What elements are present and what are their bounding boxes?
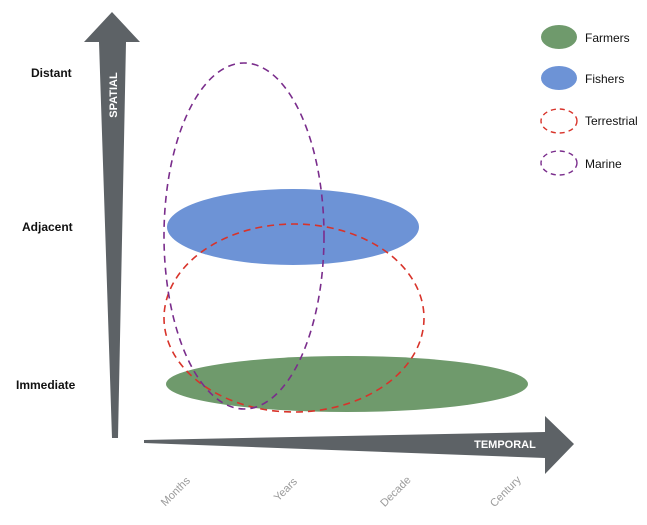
legend-swatch-marine (540, 150, 578, 176)
legend-item-marine: Marine (540, 150, 622, 176)
farmers-region (166, 356, 528, 412)
temporal-level-century: Century (488, 474, 524, 510)
legend-label-marine: Marine (585, 157, 622, 171)
spatial-level-distant: Distant (31, 66, 72, 80)
spatial-arrow-label: SPATIAL (108, 72, 120, 118)
legend: Farmers Fishers Terrestrial Marine (540, 25, 638, 176)
temporal-axis-arrow: TEMPORAL (144, 416, 574, 474)
spatial-axis-arrow: SPATIAL (84, 12, 140, 438)
legend-item-fishers: Fishers (541, 66, 624, 90)
temporal-arrow-label: TEMPORAL (474, 439, 536, 451)
spatial-level-adjacent: Adjacent (22, 220, 73, 234)
temporal-level-decade: Decade (378, 474, 413, 509)
terrestrial-region (163, 223, 425, 413)
legend-label-terrestrial: Terrestrial (585, 114, 638, 128)
spatial-level-immediate: Immediate (16, 378, 76, 392)
legend-item-farmers: Farmers (541, 25, 630, 49)
fishers-region (167, 189, 419, 265)
legend-label-farmers: Farmers (585, 31, 630, 45)
legend-swatch-fishers (541, 66, 577, 90)
legend-item-terrestrial: Terrestrial (540, 108, 638, 134)
legend-swatch-terrestrial (540, 108, 578, 134)
marine-region (163, 62, 325, 410)
legend-label-fishers: Fishers (585, 72, 624, 86)
temporal-level-years: Years (272, 475, 300, 503)
legend-swatch-farmers (541, 25, 577, 49)
temporal-level-months: Months (159, 475, 193, 509)
